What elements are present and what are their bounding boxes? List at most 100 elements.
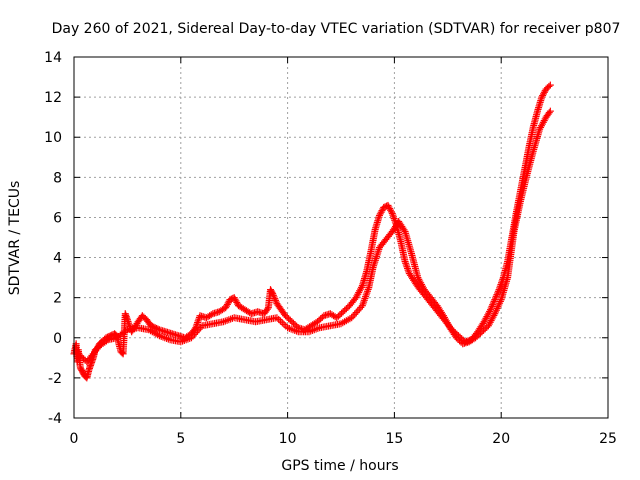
data-point	[546, 81, 554, 89]
data-point	[405, 268, 413, 276]
data-point	[494, 287, 502, 295]
data-point	[472, 334, 480, 342]
data-point	[268, 288, 276, 296]
axis-ticks	[73, 56, 609, 419]
data-point	[317, 315, 325, 323]
data-point	[339, 308, 347, 316]
data-point	[404, 264, 412, 272]
data-point	[283, 313, 291, 321]
data-point	[192, 329, 200, 337]
data-point	[490, 311, 498, 319]
data-point	[224, 299, 232, 307]
plot-frame	[73, 56, 609, 419]
x-tick-label: 15	[385, 431, 403, 447]
data-point	[271, 295, 279, 303]
data-point	[355, 305, 363, 313]
chart-title: Day 260 of 2021, Sidereal Day-to-day VTE…	[52, 21, 621, 37]
x-tick-labels: 0 5 10 15 20 25	[70, 431, 617, 447]
data-point	[195, 325, 203, 333]
data-point	[281, 312, 289, 320]
data-point	[288, 318, 296, 326]
data-point	[404, 266, 412, 274]
data-point	[349, 312, 357, 320]
data-point	[273, 314, 281, 322]
data-point	[487, 306, 495, 314]
data-point	[486, 307, 494, 315]
data-point	[545, 109, 553, 117]
data-point	[278, 319, 286, 327]
y-tick-label: 2	[53, 291, 62, 307]
data-point	[191, 330, 199, 338]
data-points	[70, 81, 554, 382]
data-point	[194, 317, 202, 325]
data-point	[354, 307, 362, 315]
data-point	[492, 294, 500, 302]
x-tick-label: 20	[492, 431, 510, 447]
data-point	[494, 289, 502, 297]
data-point	[495, 286, 503, 294]
data-point	[546, 107, 554, 115]
data-point	[334, 312, 342, 320]
x-tick-label: 5	[176, 431, 185, 447]
data-point	[403, 263, 411, 271]
data-point	[78, 353, 86, 361]
data-point	[352, 309, 360, 317]
data-point	[402, 261, 410, 269]
data-point	[476, 329, 484, 337]
data-point	[492, 292, 500, 300]
data-point	[223, 302, 231, 310]
data-point	[280, 320, 288, 328]
y-tick-label: 0	[53, 331, 62, 347]
data-point	[389, 211, 397, 219]
data-point	[286, 316, 294, 324]
data-point	[540, 88, 548, 96]
y-tick-label: 10	[44, 130, 62, 146]
data-point	[193, 320, 201, 328]
data-point	[387, 208, 395, 216]
data-point	[489, 299, 497, 307]
data-point	[456, 337, 464, 345]
data-point	[269, 290, 277, 298]
data-point	[270, 293, 278, 301]
data-point	[384, 201, 392, 209]
data-point	[231, 295, 239, 303]
y-tick-label: 6	[53, 210, 62, 226]
data-point	[351, 310, 359, 318]
x-tick-label: 0	[70, 431, 79, 447]
data-point	[187, 334, 195, 342]
data-point	[233, 298, 241, 306]
data-point	[452, 334, 460, 342]
data-point	[473, 332, 481, 340]
data-point	[390, 215, 398, 223]
data-point	[385, 203, 393, 211]
data-point	[496, 284, 504, 292]
y-tick-labels: -4 -2 0 2 4 6 8 10 12 14	[44, 50, 62, 427]
data-point	[388, 209, 396, 217]
x-tick-label: 25	[599, 431, 617, 447]
data-point	[400, 226, 408, 234]
data-point	[223, 300, 231, 308]
data-point	[375, 211, 383, 219]
y-tick-label: 12	[44, 90, 62, 106]
data-point	[222, 304, 230, 312]
data-point	[338, 309, 346, 317]
data-point	[454, 335, 462, 343]
data-point	[491, 296, 499, 304]
data-point	[275, 315, 283, 323]
data-point	[342, 305, 350, 313]
data-point	[377, 208, 385, 216]
data-point	[336, 311, 344, 319]
data-point	[348, 314, 356, 322]
data-point	[285, 315, 293, 323]
data-point	[401, 258, 409, 266]
data-point	[389, 213, 397, 221]
data-point	[357, 283, 365, 291]
data-point	[480, 326, 488, 334]
data-point	[189, 332, 197, 340]
data-point	[269, 291, 277, 299]
data-point	[314, 318, 322, 326]
data-point	[489, 301, 497, 309]
data-point	[387, 206, 395, 214]
data-point	[493, 291, 501, 299]
data-point	[402, 259, 410, 267]
